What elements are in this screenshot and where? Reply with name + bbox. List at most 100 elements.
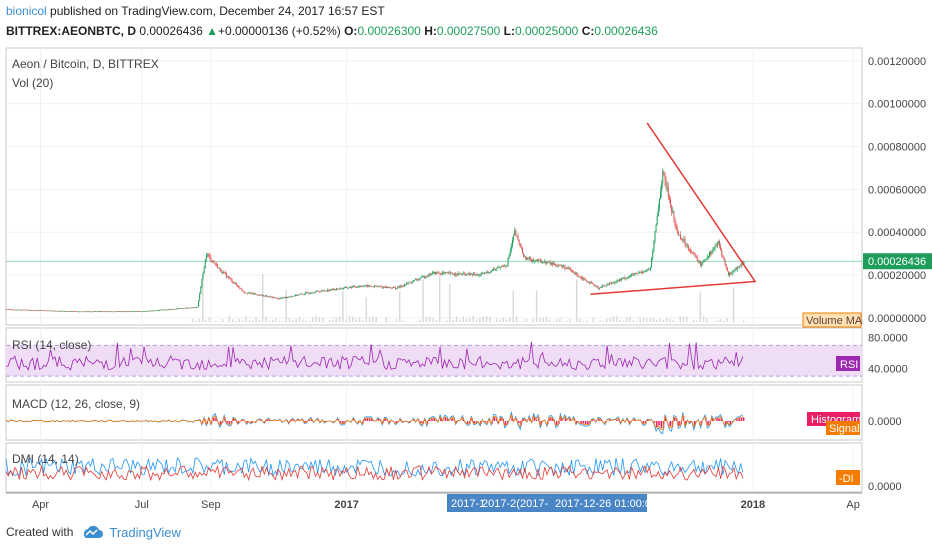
volume-bar <box>636 321 638 322</box>
candle-body <box>33 310 35 311</box>
candle-body <box>737 266 739 268</box>
candle-body <box>729 273 731 276</box>
candle-body <box>379 286 381 288</box>
candle-body <box>467 273 469 275</box>
candle-body <box>436 272 438 273</box>
macd-histogram-bar <box>518 421 520 424</box>
volume-bar <box>565 320 568 322</box>
candle-body <box>181 308 183 309</box>
candle-body <box>228 276 230 278</box>
candle-body <box>342 288 344 290</box>
candle-body <box>367 285 369 287</box>
candle-body <box>53 310 55 312</box>
candle-body <box>124 311 126 313</box>
volume-bar <box>221 319 224 322</box>
candle-body <box>155 310 157 312</box>
chart-canvas[interactable]: 0.00120000 0.00100000 0.00080000 0.00060000… <box>0 42 932 516</box>
candle-body <box>200 286 202 294</box>
candle-body <box>665 179 667 189</box>
macd-histogram-bar <box>475 421 478 423</box>
volume-bar <box>739 321 742 322</box>
candle-body <box>537 259 539 261</box>
candle-body <box>400 285 402 287</box>
candle-body <box>677 231 679 235</box>
volume-bar <box>315 316 317 322</box>
volume-bar <box>312 317 314 322</box>
candle-body <box>533 259 535 262</box>
candle-body <box>501 265 503 267</box>
volume-bar <box>435 319 438 322</box>
volume-bar <box>372 316 374 322</box>
volume-bar <box>659 318 661 322</box>
candle-body <box>362 286 364 287</box>
candle-body <box>333 288 335 291</box>
candle-body <box>280 298 282 299</box>
candle-body <box>233 282 235 284</box>
candle-body <box>41 310 43 311</box>
candle-body <box>691 252 693 253</box>
macd-histogram-bar <box>444 417 447 421</box>
macd-histogram-bar <box>339 421 342 423</box>
macd-histogram-bar <box>535 419 538 421</box>
candle-body <box>529 257 531 260</box>
candle-body <box>194 307 196 308</box>
candle-body <box>733 270 735 272</box>
candle-body <box>291 296 293 298</box>
candle-body <box>292 295 294 297</box>
candle-body <box>63 311 65 312</box>
volume-bar <box>686 316 688 322</box>
candle-body <box>150 310 152 312</box>
candle-body <box>211 260 213 262</box>
candle-body <box>6 309 8 310</box>
candle-body <box>605 285 607 287</box>
candle-body <box>545 261 547 264</box>
tradingview-link[interactable]: TradingView <box>109 524 181 540</box>
candle-body <box>163 309 165 311</box>
candle-body <box>470 273 472 275</box>
volume-ma-tag <box>802 312 862 328</box>
candle-body <box>567 267 569 269</box>
candle-body <box>66 311 68 312</box>
macd-histogram-bar <box>324 421 326 423</box>
volume-bar <box>358 317 361 322</box>
candle-body <box>151 310 153 312</box>
low-label: L: <box>503 24 515 38</box>
price-tick-label: 0.00120000 <box>868 56 926 68</box>
candle-body <box>612 282 614 284</box>
volume-bar <box>555 319 558 322</box>
candle-body <box>190 307 192 309</box>
volume-bar <box>522 320 524 322</box>
candle-body <box>176 308 178 310</box>
volume-bar <box>285 289 287 322</box>
candle-body <box>62 310 64 312</box>
macd-histogram-bar <box>364 418 366 421</box>
volume-bar <box>275 318 277 322</box>
macd-histogram-bar <box>689 421 691 423</box>
candle-body <box>347 287 349 289</box>
signal-tag-label: Signal <box>829 423 860 435</box>
volume-bar <box>322 318 324 322</box>
candle-body <box>275 297 277 299</box>
candle-body <box>486 271 488 273</box>
candle-body <box>695 255 697 258</box>
volume-bar <box>582 321 585 322</box>
candle-body <box>68 311 70 312</box>
candle-body <box>123 311 125 313</box>
macd-histogram-bar <box>395 421 398 424</box>
candle-body <box>152 310 154 312</box>
candle-body <box>402 285 404 287</box>
candle-body <box>544 261 546 263</box>
candle-body <box>31 310 33 311</box>
candle-body <box>655 224 657 232</box>
author-link[interactable]: bionicol <box>6 4 47 18</box>
candle-body <box>237 284 239 287</box>
signal-line <box>5 413 744 431</box>
candle-body <box>525 256 527 260</box>
candle-body <box>358 286 360 288</box>
candle-body <box>601 286 603 288</box>
candle-body <box>240 288 242 290</box>
volume-bar <box>605 319 608 322</box>
signal-tag <box>826 421 860 435</box>
candle-body <box>331 288 333 290</box>
macd-histogram-bar <box>660 421 663 428</box>
